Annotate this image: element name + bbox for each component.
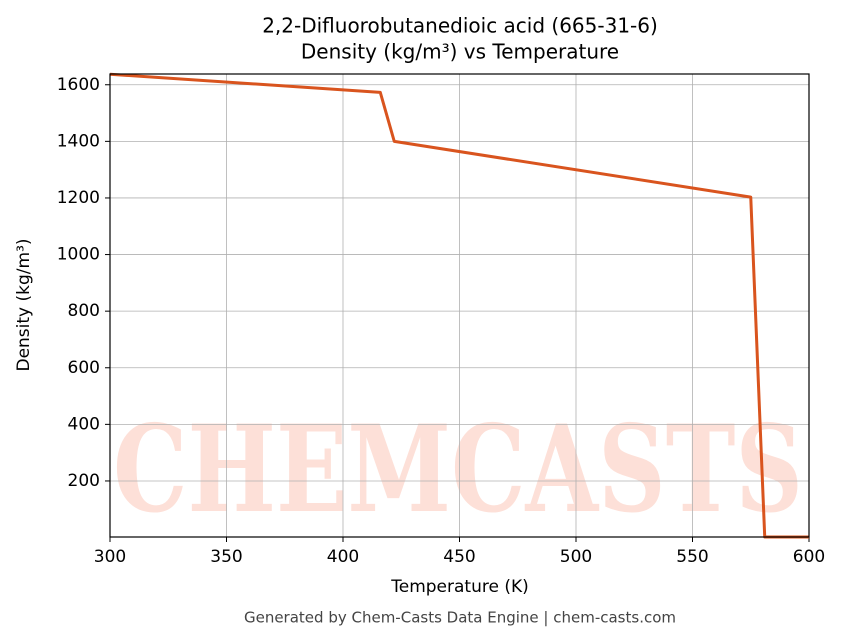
x-tick-label: 600: [793, 547, 825, 567]
y-tick-label: 400: [68, 414, 100, 434]
y-tick-label: 1400: [57, 131, 100, 151]
chart-title: 2,2-Difluorobutanedioic acid (665-31-6): [262, 14, 658, 38]
x-tick-label: 500: [560, 547, 592, 567]
y-tick-label: 200: [68, 471, 100, 491]
y-tick-label: 600: [68, 358, 100, 378]
footer: Generated by Chem-Casts Data Engine | ch…: [244, 609, 676, 627]
y-tick-label: 1200: [57, 188, 100, 208]
y-axis-label: Density (kg/m³): [14, 238, 34, 371]
x-axis-label: Temperature (K): [390, 577, 529, 597]
y-tick-label: 1000: [57, 245, 100, 265]
watermark: CHEMCASTS: [113, 399, 803, 540]
plot-frame: [109, 73, 810, 538]
x-tick-label: 350: [210, 547, 242, 567]
x-tick-label: 300: [94, 547, 126, 567]
y-tick-label: 800: [68, 301, 100, 321]
x-tick-label: 400: [327, 547, 359, 567]
x-tick-label: 550: [676, 547, 708, 567]
y-tick-label: 1600: [57, 75, 100, 95]
x-tick-label: 450: [443, 547, 475, 567]
chart-subtitle: Density (kg/m³) vs Temperature: [301, 40, 619, 64]
